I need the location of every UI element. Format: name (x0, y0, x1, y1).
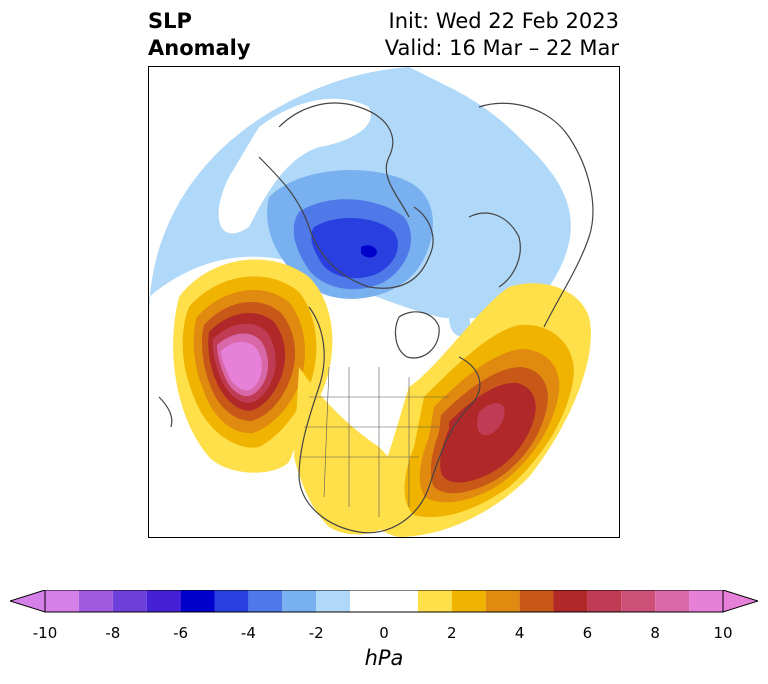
colorbar-segment (78, 590, 113, 612)
run-info: Init: Wed 22 Feb 2023 Valid: 16 Mar – 22… (385, 8, 619, 62)
colorbar-unit: hPa (364, 646, 404, 670)
title-line-1: SLP (148, 9, 192, 33)
anomaly-map (149, 67, 594, 537)
colorbar-tick-label: 2 (447, 624, 457, 642)
colorbar-extend-high (722, 590, 758, 613)
colorbar-tick-label: 8 (650, 624, 660, 642)
colorbar-tick-label: 0 (379, 624, 389, 642)
colorbar-segment (417, 590, 452, 612)
colorbar-segment (655, 590, 690, 612)
colorbar-extend-low (10, 590, 46, 613)
colorbar-segment (485, 590, 520, 612)
colorbar-segment (282, 590, 317, 612)
colorbar-tick-label: 4 (514, 624, 525, 642)
colorbar-segment (112, 590, 147, 612)
colorbar-tick-label: -2 (308, 624, 324, 642)
coastlines (158, 102, 594, 534)
state-borders (299, 366, 449, 517)
colorbar-segment (248, 590, 283, 612)
colorbar-segment (316, 590, 351, 612)
colorbar-segment (451, 590, 486, 612)
colorbar-segment (519, 590, 554, 612)
init-date: Init: Wed 22 Feb 2023 (388, 9, 619, 33)
colorbar-tick-label: 10 (713, 624, 733, 642)
colorbar (10, 590, 758, 613)
colorbar-tick-label: 6 (582, 624, 593, 642)
colorbar-segment (180, 590, 215, 612)
colorbar-tick-label: -6 (173, 624, 189, 642)
colorbar-tick-label: -10 (32, 624, 58, 642)
colorbar-segment (621, 590, 656, 612)
map-panel (148, 66, 620, 538)
colorbar-segment (350, 590, 418, 612)
colorbar-segment (45, 590, 79, 612)
colorbar-segment (553, 590, 588, 612)
colorbar-tick-label: -4 (240, 624, 256, 642)
colorbar-segment (587, 590, 622, 612)
colorbar-segments (45, 590, 723, 612)
title-line-2: Anomaly (148, 36, 251, 60)
valid-range: Valid: 16 Mar – 22 Mar (384, 36, 619, 60)
colorbar-tick-label: -8 (105, 624, 121, 642)
map-title: SLP Anomaly (148, 8, 251, 62)
colorbar-segment (146, 590, 181, 612)
colorbar-segment (689, 590, 723, 612)
colorbar-segment (214, 590, 249, 612)
